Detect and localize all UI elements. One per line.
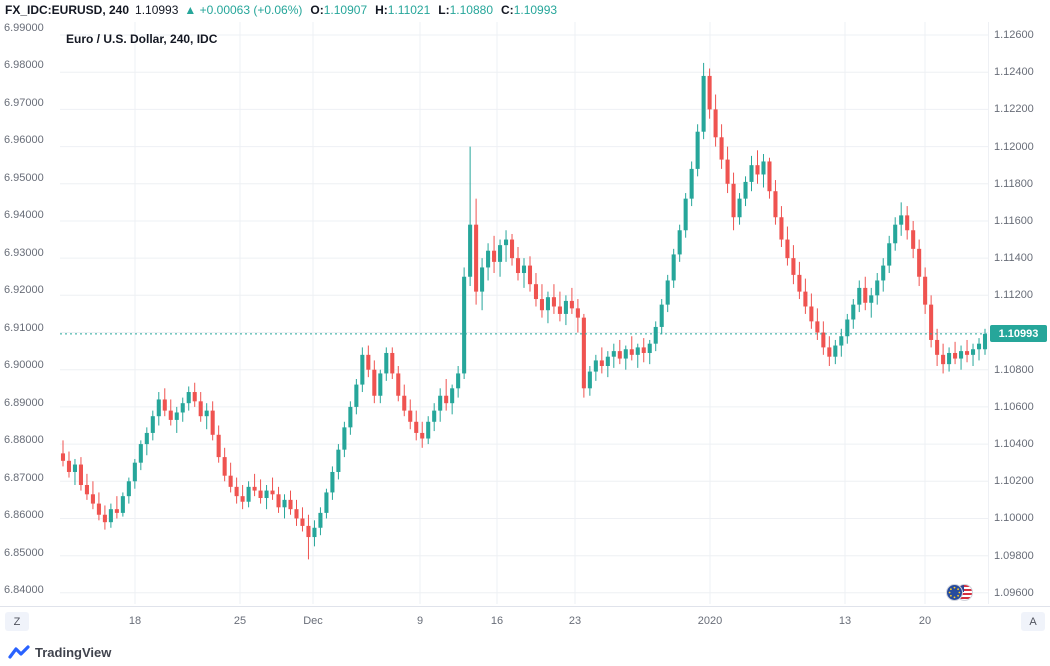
right-axis-label: 1.10000 — [994, 512, 1034, 525]
candlestick-plot[interactable] — [60, 22, 988, 604]
time-axis-label: 23 — [568, 615, 582, 627]
time-axis-label: 2020 — [697, 615, 723, 627]
left-axis-label: 6.93000 — [4, 246, 44, 259]
time-axis-label: 20 — [918, 615, 932, 627]
time-axis-label: 9 — [416, 615, 424, 627]
symbol-info-bar: FX_IDC:EURUSD, 240 1.10993 ▲ +0.00063 (+… — [0, 0, 1050, 20]
left-axis-label: 6.91000 — [4, 321, 44, 334]
left-axis-label: 6.92000 — [4, 284, 44, 297]
right-axis-label: 1.11800 — [994, 177, 1033, 190]
left-axis-label: 6.95000 — [4, 171, 44, 184]
left-axis-label: 6.84000 — [4, 584, 44, 596]
time-axis-label: 25 — [233, 615, 247, 627]
right-axis-label: 1.12200 — [994, 103, 1034, 116]
right-axis-label: 1.10200 — [994, 475, 1034, 488]
high-label: H: — [375, 3, 388, 17]
right-axis-label: 1.09600 — [994, 586, 1034, 599]
time-axis[interactable]: Z 18 25 Dec 9 16 23 2020 13 20 A — [0, 606, 1050, 640]
price-change: ▲ +0.00063 (+0.06%) — [184, 3, 303, 17]
left-axis-label: 6.87000 — [4, 471, 44, 484]
left-axis-label: 6.86000 — [4, 509, 44, 522]
time-axis-label: 13 — [838, 615, 852, 627]
tradingview-logo-icon[interactable] — [8, 644, 30, 661]
time-axis-label: 16 — [490, 615, 504, 627]
close-value: 1.10993 — [513, 3, 558, 17]
chart-area[interactable]: Euro / U.S. Dollar, 240, IDC 6.99000 6.98… — [0, 20, 1050, 606]
time-axis-label: 18 — [128, 615, 142, 627]
last-price: 1.10993 — [135, 3, 179, 17]
left-axis-label: 6.98000 — [4, 59, 44, 72]
time-axis-label: Dec — [303, 615, 323, 627]
low-value: 1.10880 — [449, 3, 494, 17]
auto-scale-button[interactable]: A — [1021, 612, 1045, 631]
footer-bar: TradingView — [0, 639, 1050, 666]
left-axis-label: 6.85000 — [4, 546, 44, 559]
tradingview-brand[interactable]: TradingView — [35, 645, 112, 660]
right-axis-label: 1.12400 — [994, 66, 1034, 79]
left-axis-label: 6.97000 — [4, 96, 44, 109]
left-axis-label: 6.99000 — [4, 22, 44, 34]
left-axis-label: 6.90000 — [4, 359, 44, 372]
right-axis-label: 1.11200 — [994, 289, 1033, 302]
left-axis-label: 6.88000 — [4, 434, 44, 447]
symbol-name: FX_IDC:EURUSD, 240 — [5, 3, 130, 17]
open-value: 1.10907 — [323, 3, 368, 17]
right-axis-label: 1.10400 — [994, 438, 1034, 451]
left-axis-label: 6.94000 — [4, 209, 44, 222]
right-axis-label: 1.10800 — [994, 363, 1034, 376]
open-label: O: — [310, 3, 324, 17]
left-axis-label: 6.96000 — [4, 134, 44, 147]
right-axis-label: 1.11400 — [994, 252, 1033, 265]
left-axis-label: 6.89000 — [4, 396, 44, 409]
last-price-axis-label: 1.10993 — [990, 325, 1047, 343]
eur-flag-icon — [946, 584, 963, 601]
pair-flags — [946, 584, 976, 602]
right-axis-label: 1.10600 — [994, 400, 1034, 413]
right-axis-label: 1.12600 — [994, 29, 1034, 42]
chart-legend[interactable]: Euro / U.S. Dollar, 240, IDC — [66, 32, 218, 46]
high-value: 1.11021 — [387, 3, 431, 17]
low-label: L: — [438, 3, 450, 17]
right-axis-label: 1.12000 — [994, 140, 1034, 153]
right-axis-label: 1.11600 — [994, 214, 1033, 227]
timezone-button[interactable]: Z — [5, 612, 29, 631]
right-axis-label: 1.09800 — [994, 549, 1034, 562]
right-axis-separator — [988, 22, 989, 604]
close-label: C: — [501, 3, 514, 17]
